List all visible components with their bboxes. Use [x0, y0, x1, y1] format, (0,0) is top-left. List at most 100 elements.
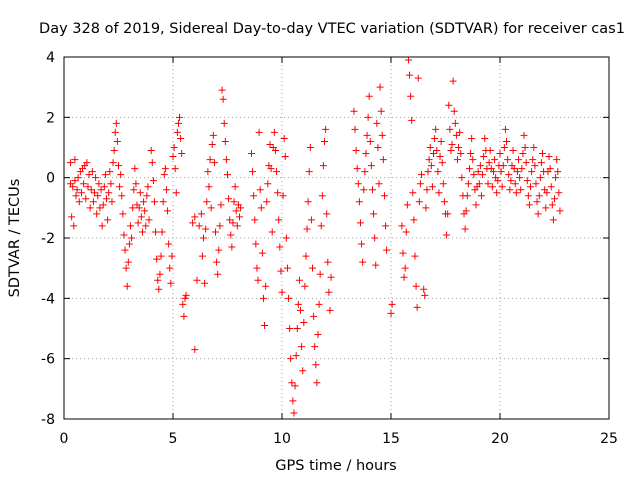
data-point: [268, 228, 276, 236]
data-point: [298, 343, 306, 351]
data-point: [410, 216, 418, 224]
data-point: [549, 216, 557, 224]
x-tick-label: 25: [600, 431, 618, 447]
data-point: [316, 270, 324, 278]
data-point: [249, 168, 257, 176]
data-point: [470, 171, 478, 179]
data-point: [176, 113, 184, 121]
data-point: [412, 282, 420, 290]
data-point: [387, 309, 395, 317]
data-point: [555, 189, 563, 197]
data-point: [149, 177, 157, 185]
x-tick-label: 20: [491, 431, 509, 447]
data-point: [400, 273, 408, 281]
data-point: [96, 204, 104, 212]
data-point: [204, 168, 212, 176]
data-point: [489, 168, 497, 176]
data-point: [232, 207, 240, 215]
data-point: [498, 183, 506, 191]
data-point: [281, 153, 289, 161]
data-point: [350, 107, 358, 115]
data-point: [510, 165, 518, 173]
data-point: [169, 153, 177, 161]
y-tick-label: 0: [46, 171, 55, 187]
data-point: [256, 186, 264, 194]
data-point: [291, 382, 299, 390]
x-tick-label: 5: [169, 431, 178, 447]
data-point: [527, 183, 535, 191]
data-point: [182, 291, 190, 299]
data-point: [285, 294, 293, 302]
data-point: [126, 222, 134, 230]
data-point: [314, 331, 322, 339]
x-tick-label: 15: [382, 431, 400, 447]
data-point: [107, 180, 115, 188]
data-point: [463, 192, 471, 200]
data-point: [326, 306, 334, 314]
data-point: [485, 159, 493, 167]
data-point: [152, 228, 160, 236]
data-point: [294, 300, 302, 308]
data-point: [364, 113, 372, 121]
data-point: [178, 150, 186, 158]
data-point: [230, 198, 238, 206]
data-point: [476, 162, 484, 170]
data-point: [307, 216, 315, 224]
data-point: [159, 198, 167, 206]
data-point: [88, 168, 96, 176]
data-point: [289, 397, 297, 405]
data-point: [451, 119, 459, 127]
data-point: [71, 177, 79, 185]
data-point: [373, 119, 381, 127]
data-point: [123, 282, 131, 290]
data-point: [75, 198, 83, 206]
data-point: [251, 216, 259, 224]
data-point: [202, 225, 210, 233]
data-point: [200, 234, 208, 242]
data-point: [536, 174, 544, 182]
data-point: [327, 273, 335, 281]
y-tick-label: -4: [41, 291, 55, 307]
y-tick-label: -8: [41, 412, 55, 428]
data-point: [142, 222, 150, 230]
data-point: [287, 355, 295, 363]
data-point: [271, 147, 279, 155]
data-point: [286, 325, 294, 332]
data-point: [98, 222, 106, 230]
data-point: [302, 252, 310, 260]
data-point: [166, 264, 174, 272]
data-point: [457, 150, 465, 158]
data-point: [444, 210, 452, 218]
data-point: [255, 128, 263, 136]
data-point: [118, 192, 126, 200]
data-point: [404, 56, 412, 64]
data-point: [274, 189, 282, 197]
data-point: [455, 144, 463, 151]
data-point: [280, 134, 288, 142]
data-point: [529, 156, 537, 164]
data-point: [147, 147, 155, 155]
data-point: [84, 183, 92, 191]
data-point: [409, 189, 417, 197]
data-point: [542, 204, 550, 212]
data-point: [132, 180, 140, 188]
data-point: [273, 168, 281, 176]
data-point: [220, 119, 228, 127]
data-point: [122, 264, 130, 272]
data-point: [515, 156, 523, 164]
data-point: [177, 134, 185, 142]
data-point: [351, 125, 359, 133]
data-point: [319, 162, 327, 170]
data-point: [189, 219, 197, 227]
data-point: [130, 186, 138, 194]
data-point: [425, 156, 433, 164]
y-tick-label: 4: [46, 50, 55, 66]
data-point: [91, 189, 99, 197]
data-point: [428, 183, 436, 191]
data-point: [222, 156, 230, 164]
data-point: [306, 144, 314, 151]
data-point: [372, 261, 380, 269]
data-point: [378, 131, 386, 139]
data-point: [87, 186, 95, 194]
data-point: [155, 285, 163, 293]
